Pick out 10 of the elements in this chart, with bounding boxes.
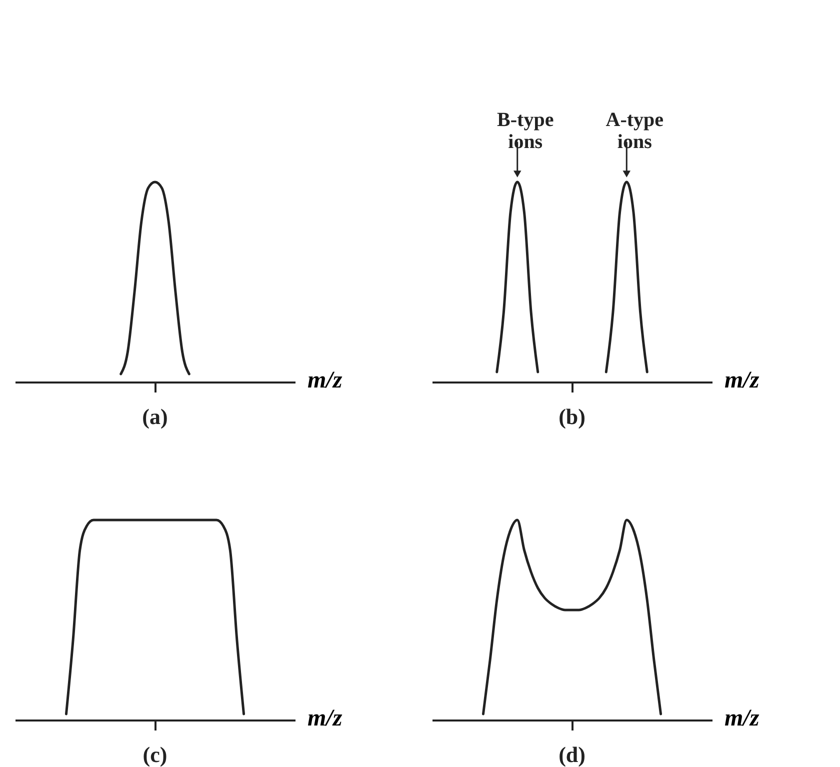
text: (a): [142, 404, 168, 429]
text: (b): [558, 404, 586, 429]
text: (c): [142, 742, 168, 767]
text: (d): [558, 742, 586, 767]
x-axis-title: m/z: [308, 706, 343, 732]
x-axis-title: m/z: [308, 368, 343, 394]
text: B-type ions: [497, 109, 554, 153]
x-axis-title: m/z: [724, 368, 760, 394]
text: A-type ions: [606, 109, 664, 153]
x-axis-title: m/z: [724, 706, 760, 732]
